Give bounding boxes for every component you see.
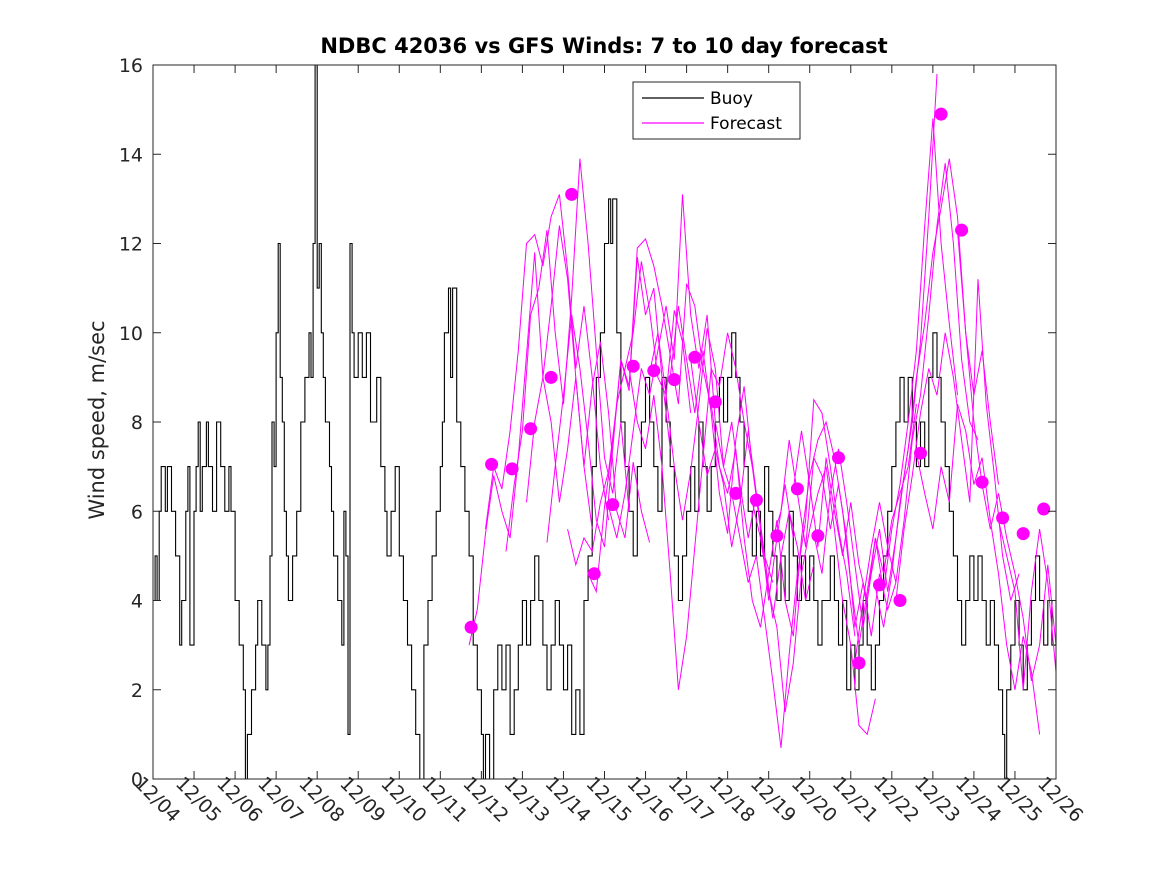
ytick-label: 8	[131, 412, 143, 434]
legend-buoy-label: Buoy	[710, 89, 753, 109]
forecast-line-5	[546, 256, 671, 548]
forecast-marker-9	[626, 359, 640, 373]
forecast-marker-17	[790, 482, 804, 496]
ytick-label: 4	[131, 591, 143, 613]
forecast-markers	[464, 107, 1051, 670]
forecast-marker-25	[955, 223, 969, 237]
forecast-marker-20	[852, 656, 866, 670]
ytick-label: 14	[119, 144, 143, 166]
forecast-line-16	[772, 439, 897, 637]
forecast-line-11	[669, 305, 794, 601]
forecast-marker-2	[485, 457, 499, 471]
forecast-marker-14	[729, 486, 743, 500]
forecast-marker-27	[996, 511, 1010, 525]
forecast-marker-21	[873, 578, 886, 592]
forecast-line-23	[915, 403, 1041, 735]
forecast-marker-3	[505, 462, 519, 476]
forecast-line-9	[628, 332, 753, 690]
forecast-line-1	[468, 252, 593, 646]
forecast-line-21	[874, 158, 999, 628]
forecast-line-12	[690, 359, 815, 619]
forecast-line-7	[587, 238, 712, 594]
forecast-line-15	[751, 466, 876, 736]
forecast-line-14	[731, 398, 856, 748]
chart-title: NDBC 42036 vs GFS Winds: 7 to 10 day for…	[320, 34, 887, 58]
buoy-series	[153, 64, 1057, 780]
ytick-label: 10	[119, 323, 143, 345]
forecast-line-24	[957, 230, 1057, 681]
forecast-line-19	[833, 118, 958, 646]
legend: Buoy Forecast	[632, 81, 801, 140]
forecast-marker-18	[811, 529, 825, 543]
forecast-line-18	[813, 73, 938, 628]
forecast-line-4	[526, 225, 651, 543]
y-axis-label: Wind speed, m/sec	[85, 320, 109, 519]
forecast-line-25	[998, 520, 1057, 690]
ytick-label: 12	[119, 234, 143, 256]
legend-forecast-label: Forecast	[710, 114, 782, 134]
forecast-line-2	[485, 194, 610, 530]
forecast-marker-22	[893, 594, 907, 607]
ytick-label: 16	[119, 55, 143, 77]
forecast-marker-15	[749, 493, 763, 507]
ytick-label: 2	[131, 680, 143, 702]
forecast-marker-23	[914, 446, 927, 460]
forecast-marker-12	[688, 350, 702, 364]
forecast-marker-7	[587, 567, 601, 581]
forecast-marker-5	[544, 370, 558, 384]
y-axis: 0 2 4 6 8 10 12 14 16	[119, 55, 1056, 791]
forecast-marker-16	[770, 529, 784, 543]
legend-box	[632, 81, 801, 140]
forecast-line-10	[649, 328, 774, 583]
ytick-label: 0	[131, 769, 143, 791]
forecast-marker-11	[667, 373, 681, 387]
forecast-marker-24	[934, 107, 948, 121]
forecast-marker-4	[524, 422, 538, 436]
forecast-marker-19	[832, 451, 845, 465]
forecast-marker-8	[606, 498, 620, 512]
forecast-marker-13	[708, 395, 722, 409]
forecast-marker-26	[975, 475, 989, 489]
forecast-marker-29	[1037, 502, 1051, 516]
forecast-marker-28	[1016, 527, 1030, 541]
forecast-marker-1	[464, 620, 478, 634]
plot-area	[152, 64, 1057, 780]
ytick-label: 6	[131, 501, 143, 523]
buoy-line	[153, 64, 1057, 780]
forecast-marker-10	[647, 364, 661, 378]
forecast-line-20	[854, 163, 979, 664]
forecast-marker-6	[565, 187, 579, 201]
